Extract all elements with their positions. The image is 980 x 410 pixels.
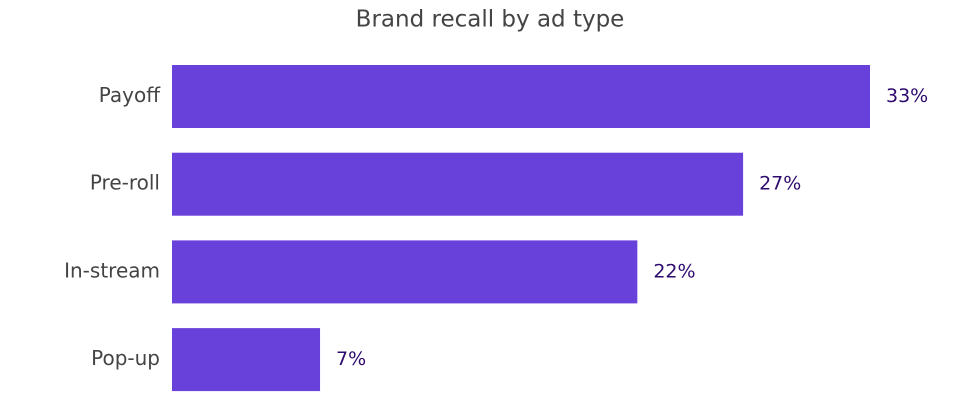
chart-title: Brand recall by ad type xyxy=(356,7,625,33)
value-label: 7% xyxy=(336,348,366,370)
category-label: Payoff xyxy=(99,83,161,107)
category-label: In-stream xyxy=(64,258,160,282)
bar xyxy=(172,240,638,304)
bar xyxy=(172,152,744,216)
bar xyxy=(172,328,321,392)
value-label: 33% xyxy=(886,85,928,107)
bar xyxy=(172,65,870,128)
value-label: 22% xyxy=(653,260,695,282)
category-label: Pre-roll xyxy=(90,171,160,195)
category-label: Pop-up xyxy=(91,346,160,370)
value-label: 27% xyxy=(759,173,801,195)
